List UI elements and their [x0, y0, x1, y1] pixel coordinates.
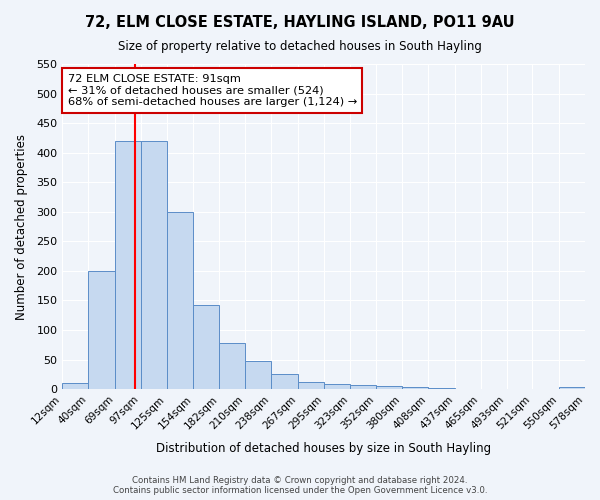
Text: Contains HM Land Registry data © Crown copyright and database right 2024.
Contai: Contains HM Land Registry data © Crown c…	[113, 476, 487, 495]
Bar	[62, 384, 88, 389]
Bar	[88, 271, 115, 389]
Text: 72 ELM CLOSE ESTATE: 91sqm
← 31% of detached houses are smaller (524)
68% of sem: 72 ELM CLOSE ESTATE: 91sqm ← 31% of deta…	[68, 74, 357, 107]
Bar	[350, 385, 376, 389]
Y-axis label: Number of detached properties: Number of detached properties	[15, 134, 28, 320]
Bar	[376, 386, 402, 389]
Bar	[115, 141, 141, 389]
Text: Size of property relative to detached houses in South Hayling: Size of property relative to detached ho…	[118, 40, 482, 53]
X-axis label: Distribution of detached houses by size in South Hayling: Distribution of detached houses by size …	[156, 442, 491, 455]
Bar	[559, 388, 585, 389]
Bar	[402, 388, 428, 389]
Bar	[220, 343, 245, 389]
Bar	[167, 212, 193, 389]
Text: 72, ELM CLOSE ESTATE, HAYLING ISLAND, PO11 9AU: 72, ELM CLOSE ESTATE, HAYLING ISLAND, PO…	[85, 15, 515, 30]
Bar	[193, 304, 220, 389]
Bar	[323, 384, 350, 389]
Bar	[141, 141, 167, 389]
Bar	[428, 388, 455, 389]
Bar	[245, 361, 271, 389]
Bar	[455, 388, 481, 389]
Bar	[271, 374, 298, 389]
Bar	[298, 382, 323, 389]
